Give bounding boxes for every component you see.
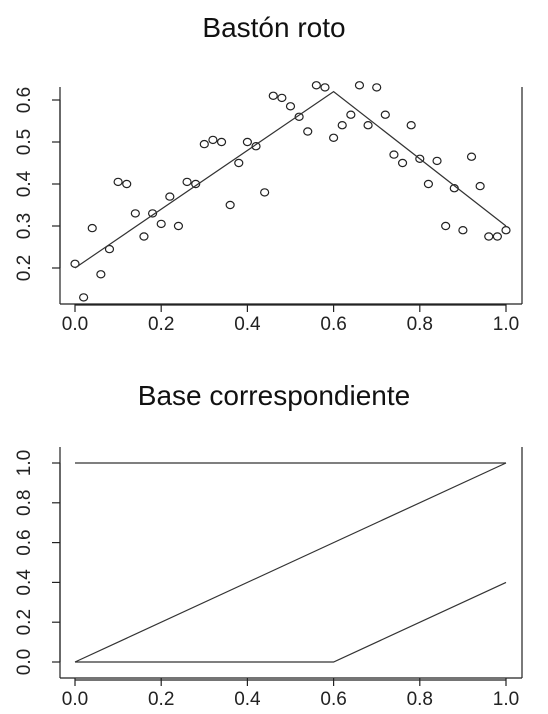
- basis-line-2: [74, 462, 507, 663]
- data-point: [165, 192, 175, 201]
- bottom-y-tick-label: 0.8: [14, 490, 35, 516]
- data-point: [492, 232, 502, 241]
- chart-title-bottom: Base correspondiente: [137, 380, 411, 411]
- data-point: [104, 244, 115, 254]
- data-point: [397, 158, 408, 168]
- top-y-tick-label: 0.6: [14, 87, 35, 113]
- data-point: [423, 179, 434, 189]
- data-point: [406, 120, 416, 130]
- data-point: [484, 232, 494, 241]
- data-point: [311, 81, 321, 90]
- data-point: [173, 221, 184, 231]
- bottom-x-tick-label: 0.8: [407, 689, 433, 710]
- data-point: [294, 112, 304, 122]
- data-point: [156, 219, 166, 229]
- data-point: [191, 179, 201, 189]
- data-point: [329, 133, 339, 142]
- data-point: [216, 137, 227, 147]
- data-point: [260, 188, 270, 197]
- data-point: [354, 81, 365, 90]
- data-point: [225, 200, 235, 210]
- bottom-y-tick-label: 0.6: [14, 529, 35, 555]
- bottom-y-tick-label: 0.2: [14, 609, 35, 635]
- bottom-y-tick-label: 0.4: [14, 569, 35, 596]
- data-point: [285, 102, 296, 111]
- data-point: [441, 221, 451, 231]
- data-point: [346, 110, 356, 119]
- data-point: [182, 177, 192, 187]
- top-x-tick-label: 0.8: [407, 314, 433, 335]
- data-point: [122, 179, 132, 189]
- data-point: [234, 158, 244, 168]
- bottom-y-tick-label: 0.0: [14, 649, 35, 675]
- bottom-x-tick-label: 1.0: [493, 689, 519, 710]
- data-point: [113, 177, 123, 187]
- data-point: [432, 156, 442, 166]
- data-point: [79, 293, 89, 302]
- bottom-x-tick-label: 0.0: [62, 689, 88, 710]
- data-point: [320, 83, 330, 92]
- data-point: [389, 150, 399, 159]
- data-point: [501, 225, 511, 235]
- data-point: [268, 91, 278, 101]
- data-point: [337, 120, 347, 130]
- bottom-x-tick-label: 0.6: [320, 689, 346, 710]
- data-point: [208, 135, 218, 145]
- top-x-tick-label: 0.2: [148, 314, 174, 335]
- data-point: [380, 110, 390, 119]
- top-x-tick-label: 1.0: [493, 314, 519, 335]
- bottom-x-tick-label: 0.4: [234, 689, 261, 710]
- data-point: [372, 83, 382, 92]
- top-y-tick-label: 0.5: [14, 129, 35, 155]
- basis-line-3: [75, 581, 507, 663]
- top-x-tick-label: 0.6: [320, 314, 346, 335]
- data-point: [130, 209, 140, 218]
- data-point: [251, 141, 261, 151]
- top-x-tick-label: 0.0: [62, 314, 88, 335]
- data-point: [87, 223, 97, 233]
- top-y-tick-label: 0.3: [14, 213, 35, 239]
- data-point: [415, 154, 425, 163]
- top-x-tick-label: 0.4: [234, 314, 261, 335]
- data-point: [363, 120, 373, 130]
- data-point: [96, 270, 106, 279]
- data-point: [147, 209, 158, 218]
- data-point: [458, 225, 468, 235]
- bottom-x-tick-label: 0.2: [148, 689, 174, 710]
- bottom-y-tick-label: 1.0: [14, 450, 35, 476]
- data-point: [139, 232, 149, 241]
- data-point: [199, 139, 209, 149]
- data-point: [303, 127, 313, 136]
- data-point: [475, 181, 485, 191]
- data-point: [242, 137, 252, 147]
- fit-line: [74, 90, 507, 269]
- data-point: [277, 93, 287, 103]
- chart-title-top: Bastón roto: [202, 12, 346, 43]
- top-y-tick-label: 0.4: [14, 170, 35, 197]
- data-point: [466, 152, 477, 161]
- top-y-tick-label: 0.2: [14, 255, 35, 281]
